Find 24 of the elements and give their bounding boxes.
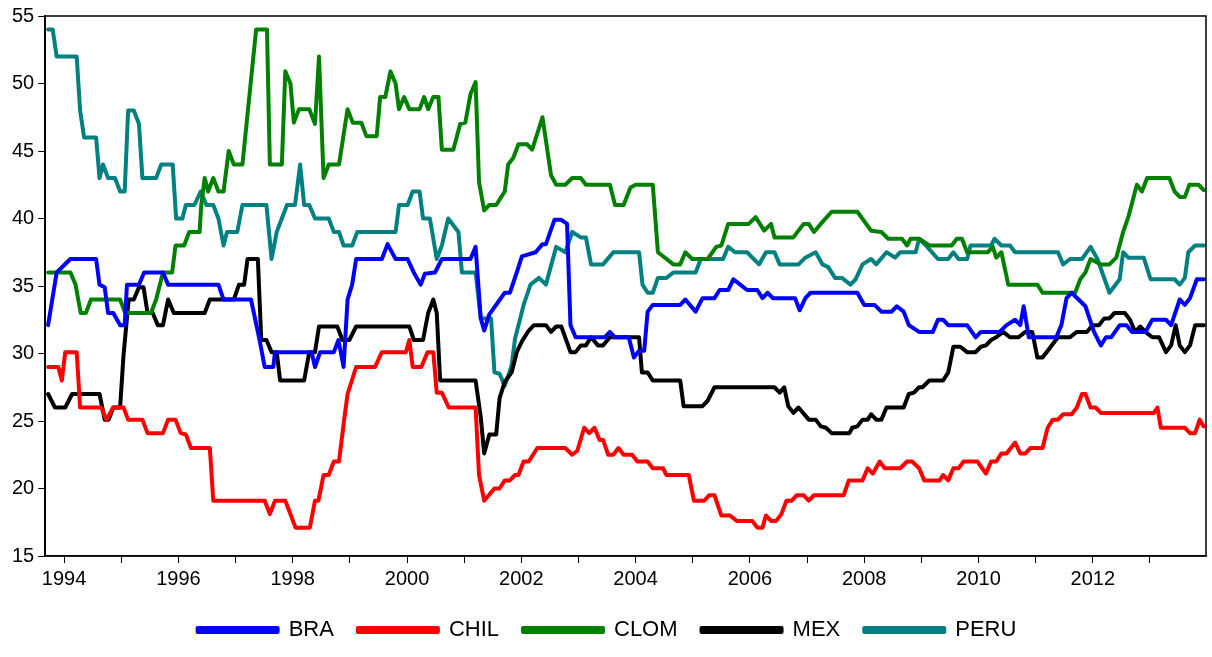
y-tick-label: 40 [12, 206, 35, 229]
y-tick-label: 45 [12, 138, 35, 161]
x-tick-label: 2004 [613, 566, 658, 589]
x-tick-label: 2010 [956, 566, 1001, 589]
y-tick-label: 15 [12, 543, 35, 566]
y-tick-label: 55 [12, 3, 35, 26]
y-tick-label: 20 [12, 476, 35, 499]
y-tick-label: 35 [12, 273, 35, 296]
legend-label: BRA [288, 616, 335, 642]
legend-label: CLOM [614, 616, 678, 642]
legend-label: MEX [792, 616, 841, 642]
legend-label: PERU [955, 616, 1017, 642]
x-tick-label: 2012 [1070, 566, 1116, 589]
legend-label: CHIL [448, 616, 499, 642]
x-tick-label: 2006 [727, 566, 773, 589]
y-tick-label: 50 [12, 71, 35, 94]
x-tick-label: 2008 [841, 566, 887, 589]
x-tick-label: 2000 [384, 566, 430, 589]
x-tick-label: 2002 [499, 566, 544, 589]
x-tick-label: 1994 [41, 566, 87, 589]
x-tick-label: 1996 [156, 566, 201, 589]
y-tick-label: 30 [12, 341, 35, 364]
y-tick-label: 25 [12, 408, 35, 431]
x-tick-label: 1998 [270, 566, 315, 589]
